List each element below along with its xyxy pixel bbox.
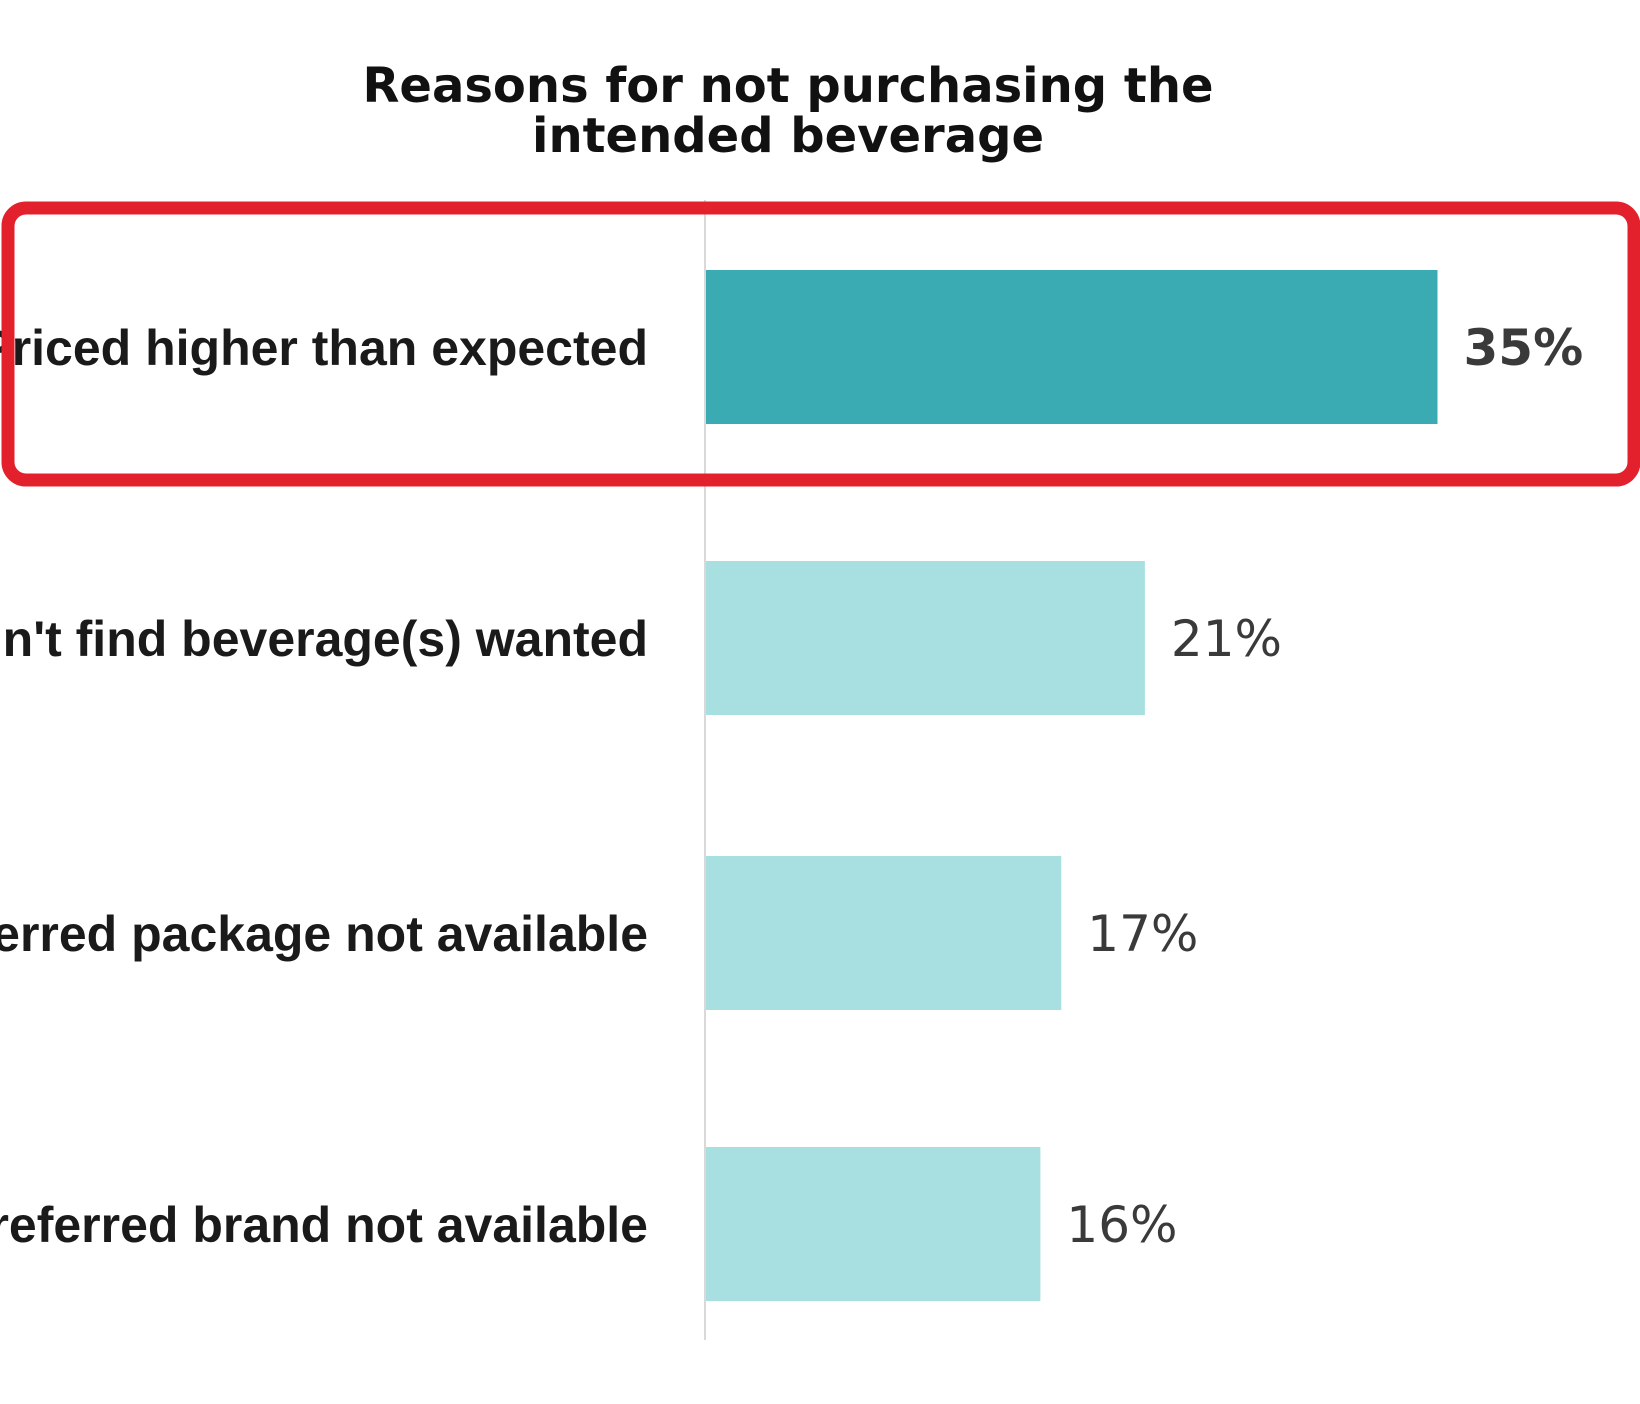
bar-3 bbox=[706, 856, 1062, 1010]
value-label-2: 21% bbox=[1171, 610, 1282, 668]
category-label-2: Couldn't find beverage(s) wanted bbox=[0, 611, 648, 667]
value-label-3: 17% bbox=[1087, 905, 1198, 963]
value-label-4: 16% bbox=[1066, 1196, 1177, 1254]
category-label-3: Preferred package not available bbox=[0, 906, 648, 962]
bar-2 bbox=[706, 561, 1145, 715]
bar-1 bbox=[706, 270, 1438, 424]
value-label-1: 35% bbox=[1464, 319, 1584, 377]
chart-title-line-1: Reasons for not purchasing the bbox=[362, 58, 1213, 114]
chart-title-line-2: intended beverage bbox=[532, 108, 1044, 164]
bars-group: Priced higher than expected 35% Couldn't f… bbox=[0, 270, 1583, 1301]
category-label-1: Priced higher than expected bbox=[0, 320, 648, 376]
bar-4 bbox=[706, 1147, 1041, 1301]
highlight-box bbox=[1, 201, 1640, 487]
category-label-4: Preferred brand not available bbox=[0, 1197, 648, 1253]
